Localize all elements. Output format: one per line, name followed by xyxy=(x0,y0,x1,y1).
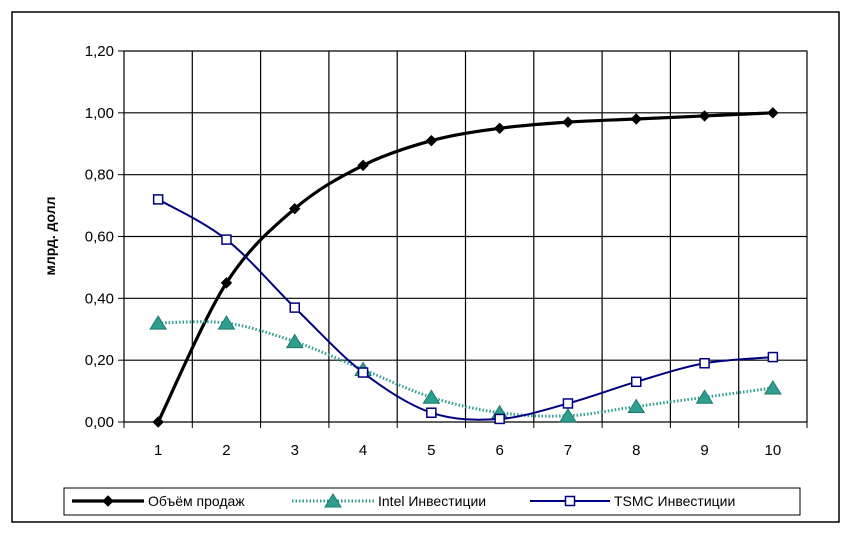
x-tick-label: 10 xyxy=(765,442,782,459)
data-point xyxy=(562,116,574,128)
data-point xyxy=(149,315,168,330)
data-point xyxy=(763,380,782,395)
data-point xyxy=(289,202,301,215)
data-point xyxy=(559,407,577,423)
y-tick-label: 1,20 xyxy=(85,43,114,60)
x-tick-label: 3 xyxy=(291,442,299,459)
data-point xyxy=(630,113,642,125)
y-tick-label: 1,00 xyxy=(85,105,114,122)
legend-label: Intel Инвестиции xyxy=(378,493,486,509)
y-tick-label: 0,80 xyxy=(85,167,114,184)
x-tick-label: 6 xyxy=(495,442,503,459)
x-tick-label: 9 xyxy=(700,442,708,459)
data-point xyxy=(152,416,164,428)
y-tick-label: 0,20 xyxy=(85,352,114,369)
data-point xyxy=(152,194,164,205)
data-point xyxy=(425,134,438,147)
data-point xyxy=(220,277,233,289)
data-point xyxy=(357,159,369,172)
x-tick-label: 5 xyxy=(427,442,435,459)
data-point xyxy=(494,413,505,425)
y-tick-label: 0,60 xyxy=(85,229,114,246)
series-line xyxy=(158,320,774,418)
data-point xyxy=(217,315,236,330)
data-point xyxy=(493,122,506,134)
legend-label: Объём продаж xyxy=(148,493,245,509)
legend-marker xyxy=(564,495,576,507)
data-point xyxy=(695,389,714,404)
data-point xyxy=(767,107,779,119)
series-lines xyxy=(149,107,782,428)
data-point xyxy=(357,367,369,378)
data-point xyxy=(289,302,300,313)
y-tick-label: 0,00 xyxy=(85,414,114,431)
legend: Объём продаж Intel Инвестиции TSMC Инвести… xyxy=(63,487,801,516)
legend-label: TSMC Инвестиции xyxy=(614,493,735,509)
data-point xyxy=(562,398,574,409)
legend-marker xyxy=(102,495,114,507)
data-point xyxy=(426,407,437,418)
data-point xyxy=(699,358,710,369)
data-point xyxy=(627,398,646,414)
x-tick-label: 8 xyxy=(632,442,640,459)
series-line xyxy=(156,111,773,423)
data-point xyxy=(631,376,642,388)
y-axis-label: млрд. долл xyxy=(42,197,58,276)
data-point xyxy=(767,351,779,363)
series-diamond xyxy=(152,107,779,428)
legend-box xyxy=(63,487,801,516)
data-point xyxy=(698,110,711,122)
data-point xyxy=(285,333,304,349)
data-point xyxy=(422,389,441,404)
y-tick-label: 0,40 xyxy=(85,290,114,307)
axes: 0,00 0,20 0,40 0,60 0,80 1,00 1,20 1 2 3 4 5 6 7 8 9 10 xyxy=(85,43,808,459)
gridlines xyxy=(123,50,808,423)
series-line xyxy=(157,198,773,421)
series-square xyxy=(152,194,779,425)
x-tick-label: 4 xyxy=(359,442,367,459)
data-point xyxy=(221,234,232,245)
x-tick-label: 7 xyxy=(564,442,572,459)
x-tick-label: 1 xyxy=(154,442,162,459)
legend-marker xyxy=(324,493,342,508)
x-tick-label: 2 xyxy=(222,442,230,459)
